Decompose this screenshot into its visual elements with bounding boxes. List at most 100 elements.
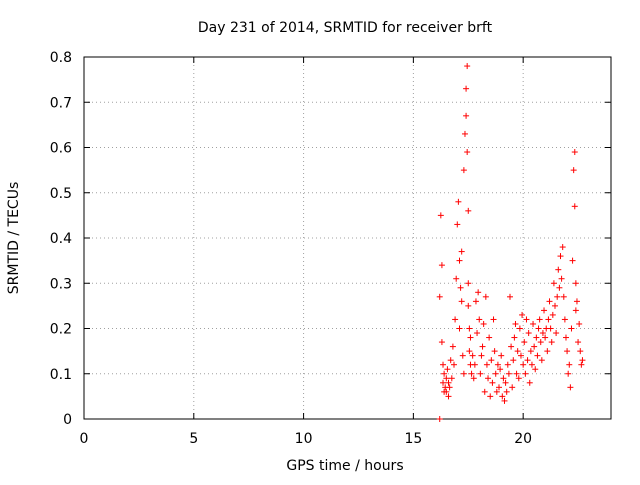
y-tick-label: 0.5	[50, 186, 72, 202]
data-point	[534, 352, 541, 359]
data-point	[521, 339, 528, 346]
data-point	[465, 207, 472, 214]
data-point	[441, 370, 448, 377]
data-point	[488, 357, 495, 364]
chart-title: Day 231 of 2014, SRMTID for receiver brf…	[198, 20, 493, 36]
data-point	[457, 284, 464, 291]
data-point	[541, 307, 548, 314]
data-point	[481, 388, 488, 395]
data-point	[523, 316, 530, 323]
data-point	[515, 375, 522, 382]
data-point	[568, 325, 575, 332]
data-point	[449, 343, 456, 350]
data-point	[572, 307, 579, 314]
data-point	[542, 334, 549, 341]
grid-lines	[84, 57, 611, 419]
data-point	[577, 348, 584, 355]
x-tick-label: 5	[189, 431, 198, 447]
data-point	[548, 339, 555, 346]
data-point	[567, 384, 574, 391]
data-point	[475, 289, 482, 296]
data-point	[468, 370, 475, 377]
data-point	[550, 280, 557, 287]
data-point	[544, 348, 551, 355]
data-point	[546, 298, 553, 305]
data-point	[454, 221, 461, 228]
data-point	[472, 298, 479, 305]
data-point	[547, 325, 554, 332]
x-tick-label: 15	[404, 431, 422, 447]
data-point	[539, 330, 546, 337]
data-point	[459, 352, 466, 359]
data-point	[456, 325, 463, 332]
data-point	[501, 397, 508, 404]
data-point	[573, 298, 580, 305]
data-point	[522, 370, 529, 377]
data-point	[578, 361, 585, 368]
data-point	[448, 375, 455, 382]
y-tick-label: 0.1	[50, 367, 72, 383]
data-point	[554, 293, 561, 300]
data-point	[576, 320, 583, 327]
data-point	[528, 361, 535, 368]
y-tick-label: 0.3	[50, 276, 72, 292]
data-point	[463, 112, 470, 119]
data-point	[438, 339, 445, 346]
data-point	[533, 334, 540, 341]
data-point	[466, 325, 473, 332]
data-point	[527, 348, 534, 355]
data-point	[458, 298, 465, 305]
data-point	[519, 311, 526, 318]
y-tick-label: 0.7	[50, 95, 72, 111]
data-point	[492, 370, 499, 377]
data-point	[558, 275, 565, 282]
data-point	[499, 393, 506, 400]
data-point	[504, 361, 511, 368]
data-point	[560, 293, 567, 300]
data-point	[494, 361, 501, 368]
y-tick-label: 0.8	[50, 50, 72, 66]
data-point	[443, 388, 450, 395]
data-point	[466, 348, 473, 355]
data-point	[520, 361, 527, 368]
data-point	[569, 257, 576, 264]
data-point	[531, 343, 538, 350]
data-point	[467, 334, 474, 341]
data-point	[490, 316, 497, 323]
data-point	[446, 384, 453, 391]
data-point	[464, 63, 471, 70]
data-point	[579, 357, 586, 364]
data-point	[471, 361, 478, 368]
data-point	[513, 370, 520, 377]
data-point	[556, 284, 563, 291]
data-point	[516, 325, 523, 332]
data-point	[512, 320, 519, 327]
data-point	[486, 334, 493, 341]
data-point	[483, 361, 490, 368]
data-point	[553, 330, 560, 337]
data-point	[445, 379, 452, 386]
data-point	[478, 352, 485, 359]
data-point	[525, 330, 532, 337]
data-point	[538, 357, 545, 364]
data-point	[506, 293, 513, 300]
data-point	[497, 366, 504, 373]
data-point	[552, 302, 559, 309]
data-point	[440, 379, 447, 386]
data-point	[437, 212, 444, 219]
data-point	[491, 348, 498, 355]
data-point	[453, 275, 460, 282]
data-point	[476, 316, 483, 323]
data-point	[509, 384, 516, 391]
x-axis-label: GPS time / hours	[286, 458, 403, 474]
x-tick-label: 20	[514, 431, 532, 447]
data-point	[575, 339, 582, 346]
y-tick-label: 0.2	[50, 322, 72, 338]
data-point	[564, 348, 571, 355]
data-point	[500, 375, 507, 382]
data-point	[532, 366, 539, 373]
x-tick-label: 0	[80, 431, 89, 447]
data-point	[502, 379, 509, 386]
data-point	[566, 361, 573, 368]
